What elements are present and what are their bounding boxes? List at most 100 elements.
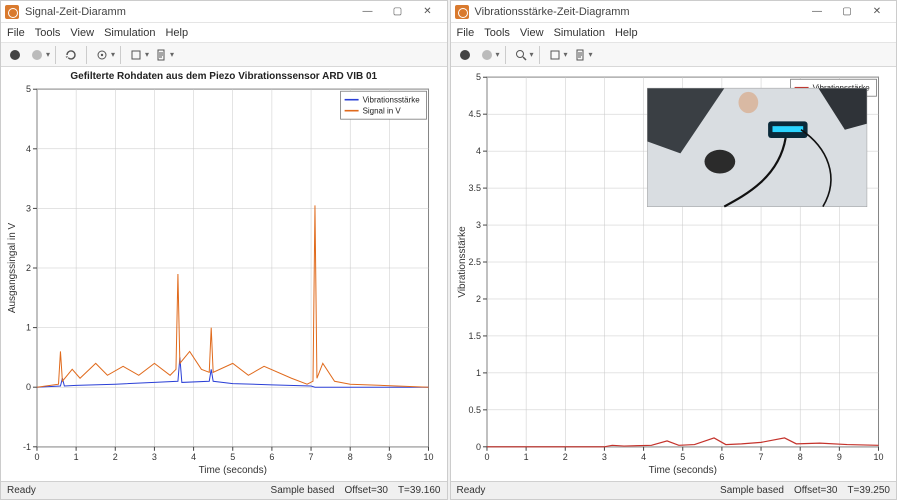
svg-text:7: 7	[309, 452, 314, 462]
menu-simulation[interactable]: Simulation	[104, 27, 155, 39]
svg-text:7: 7	[758, 452, 763, 462]
dropdown-caret-icon[interactable]: ▾	[564, 50, 568, 59]
svg-text:0: 0	[484, 452, 489, 462]
script-icon[interactable]	[570, 45, 590, 65]
svg-text:2: 2	[562, 452, 567, 462]
window-buttons: — ▢ ✕	[802, 2, 892, 22]
chart-title: Gefilterte Rohdaten aus dem Piezo Vibrat…	[1, 71, 447, 82]
svg-text:4: 4	[191, 452, 196, 462]
svg-text:2: 2	[113, 452, 118, 462]
app-icon	[5, 5, 19, 19]
svg-text:9: 9	[387, 452, 392, 462]
svg-text:8: 8	[348, 452, 353, 462]
status-time: T=39.160	[398, 485, 441, 496]
menu-help[interactable]: Help	[615, 27, 638, 39]
svg-text:6: 6	[269, 452, 274, 462]
svg-text:2: 2	[475, 294, 480, 304]
menu-file[interactable]: File	[457, 27, 475, 39]
chart-svg-right: 01234567891000.511.522.533.544.55Time (s…	[455, 71, 889, 477]
status-ready: Ready	[457, 485, 486, 496]
box-icon[interactable]	[545, 45, 565, 65]
cycle-icon[interactable]	[61, 45, 81, 65]
window-title: Signal-Zeit-Diaramm	[25, 6, 353, 18]
plot-area-right[interactable]: 01234567891000.511.522.533.544.55Time (s…	[451, 67, 897, 481]
svg-text:Vibrationsstärke: Vibrationsstärke	[456, 226, 467, 298]
minimize-button[interactable]: —	[353, 2, 383, 22]
zoom-icon[interactable]	[511, 45, 531, 65]
dropdown-caret-icon[interactable]: ▾	[496, 50, 500, 59]
status-offset: Offset=30	[794, 485, 837, 496]
window-right: Vibrationsstärke-Zeit-Diagramm — ▢ ✕ Fil…	[450, 0, 897, 500]
chart-svg-left: 012345678910-1012345Time (seconds)Ausgan…	[5, 71, 439, 477]
menu-view[interactable]: View	[70, 27, 94, 39]
dropdown-caret-icon[interactable]: ▾	[111, 50, 115, 59]
maximize-button[interactable]: ▢	[832, 2, 862, 22]
record-light-icon[interactable]	[27, 45, 47, 65]
svg-text:0: 0	[34, 452, 39, 462]
statusbar-left: Ready Sample based Offset=30 T=39.160	[1, 481, 447, 499]
maximize-button[interactable]: ▢	[383, 2, 413, 22]
svg-text:3.5: 3.5	[468, 183, 480, 193]
menu-tools[interactable]: Tools	[484, 27, 510, 39]
window-buttons: — ▢ ✕	[353, 2, 443, 22]
svg-text:-1: -1	[23, 442, 31, 452]
svg-text:1: 1	[74, 452, 79, 462]
menubar-right: File Tools View Simulation Help	[451, 23, 897, 43]
svg-text:8: 8	[797, 452, 802, 462]
svg-text:4.5: 4.5	[468, 109, 480, 119]
minimize-button[interactable]: —	[802, 2, 832, 22]
svg-text:3: 3	[475, 220, 480, 230]
dropdown-caret-icon[interactable]: ▾	[46, 50, 50, 59]
svg-text:4: 4	[26, 144, 31, 154]
menu-simulation[interactable]: Simulation	[554, 27, 605, 39]
svg-text:9: 9	[836, 452, 841, 462]
svg-text:5: 5	[680, 452, 685, 462]
close-button[interactable]: ✕	[413, 2, 443, 22]
window-title: Vibrationsstärke-Zeit-Diagramm	[475, 6, 803, 18]
dropdown-caret-icon[interactable]: ▾	[145, 50, 149, 59]
toolbar-right: ▾ ▾ ▾ ▾	[451, 43, 897, 67]
script-icon[interactable]	[151, 45, 171, 65]
svg-text:5: 5	[26, 84, 31, 94]
svg-text:1.5: 1.5	[468, 331, 480, 341]
svg-text:2.5: 2.5	[468, 257, 480, 267]
svg-text:1: 1	[475, 368, 480, 378]
titlebar-left[interactable]: Signal-Zeit-Diaramm — ▢ ✕	[1, 1, 447, 23]
dropdown-caret-icon[interactable]: ▾	[530, 50, 534, 59]
target-icon[interactable]	[92, 45, 112, 65]
titlebar-right[interactable]: Vibrationsstärke-Zeit-Diagramm — ▢ ✕	[451, 1, 897, 23]
svg-text:Ausgangssingal in V: Ausgangssingal in V	[7, 222, 18, 313]
svg-text:10: 10	[873, 452, 883, 462]
svg-text:4: 4	[641, 452, 646, 462]
record-dark-icon[interactable]	[455, 45, 475, 65]
plot-area-left[interactable]: Gefilterte Rohdaten aus dem Piezo Vibrat…	[1, 67, 447, 481]
svg-text:4: 4	[475, 146, 480, 156]
svg-text:Time (seconds): Time (seconds)	[199, 465, 267, 476]
box-icon[interactable]	[126, 45, 146, 65]
svg-text:Signal in V: Signal in V	[363, 107, 402, 116]
dropdown-caret-icon[interactable]: ▾	[170, 50, 174, 59]
record-light-icon[interactable]	[477, 45, 497, 65]
status-offset: Offset=30	[344, 485, 387, 496]
record-dark-icon[interactable]	[5, 45, 25, 65]
svg-text:5: 5	[475, 72, 480, 82]
menubar-left: File Tools View Simulation Help	[1, 23, 447, 43]
status-mode: Sample based	[720, 485, 784, 496]
menu-tools[interactable]: Tools	[35, 27, 61, 39]
svg-text:1: 1	[523, 452, 528, 462]
close-button[interactable]: ✕	[862, 2, 892, 22]
menu-view[interactable]: View	[520, 27, 544, 39]
toolbar-separator	[55, 46, 56, 64]
svg-text:Vibrationsstärke: Vibrationsstärke	[363, 96, 421, 105]
toolbar-left: ▾ ▾ ▾ ▾	[1, 43, 447, 67]
svg-text:Time (seconds): Time (seconds)	[648, 465, 716, 476]
status-mode: Sample based	[271, 485, 335, 496]
svg-text:1: 1	[26, 323, 31, 333]
app-icon	[455, 5, 469, 19]
menu-file[interactable]: File	[7, 27, 25, 39]
toolbar-separator	[539, 46, 540, 64]
menu-help[interactable]: Help	[165, 27, 188, 39]
dropdown-caret-icon[interactable]: ▾	[589, 50, 593, 59]
svg-text:0.5: 0.5	[468, 405, 480, 415]
svg-text:0: 0	[26, 382, 31, 392]
